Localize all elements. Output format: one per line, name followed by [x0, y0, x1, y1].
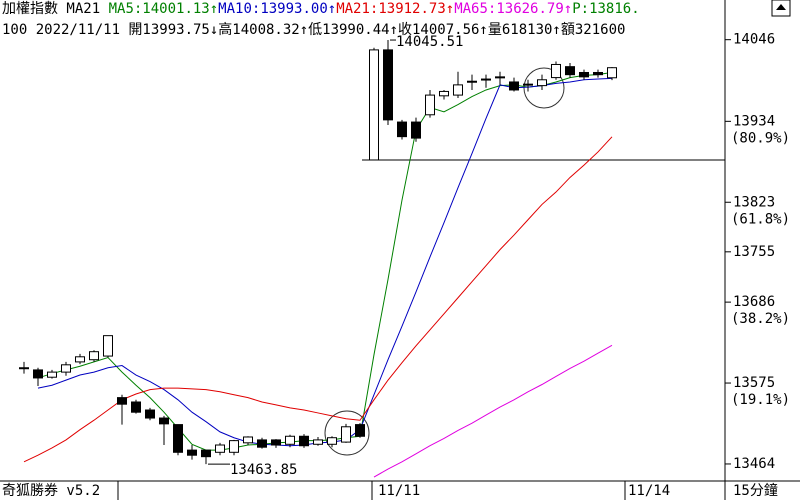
candle-body: [159, 417, 169, 425]
legend-entry: MA21:13912.73↑: [336, 1, 454, 17]
candle-body: [607, 67, 617, 79]
header-line2: 100 2022/11/11 開13993.75↓高14008.32↑低1399…: [2, 21, 625, 38]
legend-entry: MA5:14001.13↑: [109, 1, 219, 17]
y-tick-label: 13755: [733, 244, 775, 260]
candle-body: [593, 71, 603, 76]
x-tick-label: 11/14: [628, 483, 670, 499]
y-tick-label: 13934: [733, 113, 775, 129]
candle-body: [103, 335, 113, 357]
scroll-icon: [776, 4, 786, 10]
candle-body: [47, 371, 57, 378]
y-tick-label: 13823: [733, 194, 775, 210]
candle-body: [285, 435, 295, 445]
legend-entry: MA10:13993.00↑: [218, 1, 336, 17]
candle-body: [75, 356, 85, 363]
candle-body: [495, 76, 505, 79]
candle-body: [201, 449, 211, 458]
candle-body: [257, 439, 267, 448]
highlight-circle: [324, 410, 370, 456]
candle-body: [411, 121, 421, 139]
header-title: 加權指數 MA21: [2, 1, 100, 17]
candle-body: [327, 437, 337, 445]
ratio-label: (61.8%): [731, 211, 790, 227]
candle-body: [117, 397, 127, 405]
y-tick-label: 13575: [733, 375, 775, 391]
candle-body: [89, 351, 99, 361]
header-p: P:13816.: [572, 1, 639, 17]
y-tick-label: 13686: [733, 294, 775, 310]
footer-left: 奇狐勝券 v5.2: [2, 482, 100, 499]
candle-body: [565, 66, 575, 76]
candle-body: [481, 78, 491, 81]
high-annotation: 14045.51: [396, 34, 463, 50]
highlight-circle: [523, 67, 565, 109]
candle-body: [453, 84, 463, 96]
candle-body: [271, 439, 281, 446]
candle-body: [425, 94, 435, 116]
candle-body: [355, 424, 365, 437]
footer-right: 15分鐘: [733, 482, 778, 499]
candle-body: [61, 364, 71, 373]
candle-body: [523, 83, 533, 86]
candle-body: [313, 439, 323, 445]
y-tick-label: 14046: [733, 32, 775, 48]
candle-body: [299, 435, 309, 447]
header-line1: 加權指數 MA21 MA5:14001.13↑MA10:13993.00↑MA2…: [2, 1, 640, 17]
y-tick-label: 13464: [733, 456, 775, 472]
candle-body: [383, 49, 393, 121]
candle-body: [341, 426, 351, 443]
ratio-label: (38.2%): [731, 311, 790, 327]
ratio-label: (19.1%): [731, 392, 790, 408]
candle-body: [19, 367, 29, 370]
candle-body: [229, 440, 239, 453]
candle-body: [173, 424, 183, 453]
candle-body: [579, 71, 589, 78]
ratio-label: (80.9%): [731, 130, 790, 146]
x-tick-label: 11/11: [378, 483, 420, 499]
candle-body: [187, 449, 197, 456]
candle-body: [467, 80, 477, 83]
low-annotation: 13463.85: [230, 462, 297, 478]
candle-body: [243, 436, 253, 444]
candle-body: [369, 49, 379, 161]
ma-line: [373, 344, 613, 478]
candle-body: [439, 90, 449, 97]
candle-body: [509, 81, 519, 91]
candle-body: [131, 401, 141, 413]
candle-body: [537, 79, 547, 87]
legend-entry: MA65:13626.79↑: [454, 1, 572, 17]
candle-body: [215, 444, 225, 453]
candle-body: [145, 409, 155, 419]
candle-body: [397, 121, 407, 138]
candle-body: [33, 369, 43, 379]
candle-body: [551, 63, 561, 79]
